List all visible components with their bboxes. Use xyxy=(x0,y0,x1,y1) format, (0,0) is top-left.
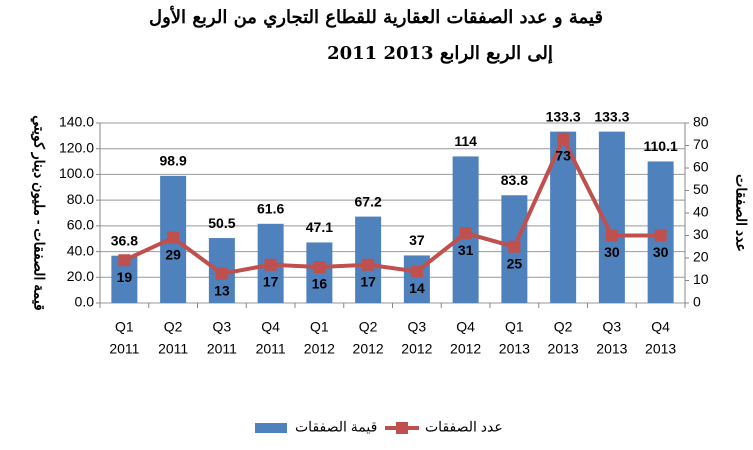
y-tick-label: 80.0 xyxy=(67,191,94,207)
line-marker xyxy=(264,258,277,271)
line-value-label: 13 xyxy=(214,282,230,298)
bar-value-label: 36.8 xyxy=(111,232,138,248)
y-tick-label: 0.0 xyxy=(75,294,95,310)
x-tick-label: Q4 xyxy=(651,319,670,335)
chart-title: 2011 إلى الربع الرابع 2013 xyxy=(327,43,553,64)
y2-tick-label: 30 xyxy=(693,226,709,242)
bar-value-label: 50.5 xyxy=(208,215,235,231)
y2-tick-label: 80 xyxy=(693,114,709,130)
chart-title: قيمة و عدد الصفقات العقارية للقطاع التجا… xyxy=(149,5,603,28)
y2-tick-label: 0 xyxy=(693,294,701,310)
y-tick-label: 100.0 xyxy=(59,165,94,181)
line-marker xyxy=(459,227,472,240)
y-tick-label: 40.0 xyxy=(67,242,94,258)
legend-label: قيمة الصفقات xyxy=(295,419,377,435)
line-marker xyxy=(410,265,423,278)
line-value-label: 14 xyxy=(409,280,425,296)
x-tick-label: Q3 xyxy=(603,319,622,335)
bar-value-label: 61.6 xyxy=(257,201,284,217)
y-axis-label: قيمة الصفقات - مليون دينار كويتي xyxy=(30,115,47,310)
line-marker xyxy=(508,240,521,253)
x-tick-label: 2012 xyxy=(450,341,481,357)
y2-tick-label: 20 xyxy=(693,249,709,265)
line-value-label: 31 xyxy=(458,242,474,258)
line-marker xyxy=(557,132,570,145)
bar-value-label: 83.8 xyxy=(501,172,528,188)
x-tick-label: Q2 xyxy=(359,319,378,335)
bar-value-label: 98.9 xyxy=(160,153,187,169)
x-tick-label: 2013 xyxy=(645,341,676,357)
y2-tick-label: 50 xyxy=(693,181,709,197)
line-marker xyxy=(313,261,326,273)
bar-value-label: 114 xyxy=(454,133,477,149)
y2-tick-label: 60 xyxy=(693,159,709,175)
x-tick-label: Q3 xyxy=(213,319,232,335)
line-value-label: 30 xyxy=(653,244,669,260)
y-tick-label: 140.0 xyxy=(59,114,94,130)
x-tick-label: 2011 xyxy=(256,341,286,357)
line-value-label: 25 xyxy=(507,255,523,271)
x-tick-label: 2012 xyxy=(401,341,432,357)
y-tick-label: 20.0 xyxy=(67,268,94,284)
bar-value-label: 133.3 xyxy=(594,108,629,124)
x-tick-label: Q4 xyxy=(456,319,475,335)
bar-value-label: 110.1 xyxy=(643,138,677,154)
line-value-label: 73 xyxy=(555,147,571,163)
line-value-label: 17 xyxy=(263,273,279,289)
line-value-label: 30 xyxy=(604,244,620,260)
bar-value-label: 67.2 xyxy=(355,193,382,209)
y2-tick-label: 70 xyxy=(693,136,709,152)
y2-axis-label: عدد الصفقات xyxy=(733,174,749,252)
x-tick-label: 2011 xyxy=(109,341,139,357)
line-marker xyxy=(215,267,228,280)
x-tick-label: 2013 xyxy=(499,341,530,357)
x-tick-label: 2013 xyxy=(596,341,627,357)
legend-swatch xyxy=(396,422,408,434)
y-tick-label: 60.0 xyxy=(67,217,94,233)
x-tick-label: 2011 xyxy=(158,341,188,357)
line-marker xyxy=(118,254,131,267)
line-marker xyxy=(654,229,667,242)
bar-value-label: 37 xyxy=(409,232,425,248)
x-tick-label: Q2 xyxy=(164,319,183,335)
x-tick-label: Q1 xyxy=(505,319,524,335)
line-marker xyxy=(605,229,618,242)
y2-tick-label: 40 xyxy=(693,204,709,220)
x-tick-label: Q4 xyxy=(261,319,280,335)
line-value-label: 17 xyxy=(360,273,376,289)
x-tick-label: Q1 xyxy=(115,319,134,335)
x-tick-label: 2011 xyxy=(207,341,237,357)
line-value-label: 16 xyxy=(312,276,328,292)
line-marker xyxy=(167,231,180,244)
x-tick-label: 2013 xyxy=(548,341,579,357)
line-value-label: 19 xyxy=(117,269,133,285)
y-tick-label: 120.0 xyxy=(59,139,94,155)
bar-value-label: 133.3 xyxy=(546,108,581,124)
x-tick-label: Q2 xyxy=(554,319,573,335)
line-value-label: 29 xyxy=(165,246,181,262)
legend-label: عدد الصفقات xyxy=(425,419,503,435)
legend-swatch xyxy=(255,423,287,433)
y2-tick-label: 10 xyxy=(693,271,709,287)
bar-value-label: 47.1 xyxy=(306,219,333,235)
line-marker xyxy=(362,258,375,271)
x-tick-label: 2012 xyxy=(304,341,335,357)
x-tick-label: Q3 xyxy=(408,319,427,335)
x-tick-label: Q1 xyxy=(310,319,329,335)
line xyxy=(123,134,661,276)
x-tick-label: 2012 xyxy=(353,341,384,357)
